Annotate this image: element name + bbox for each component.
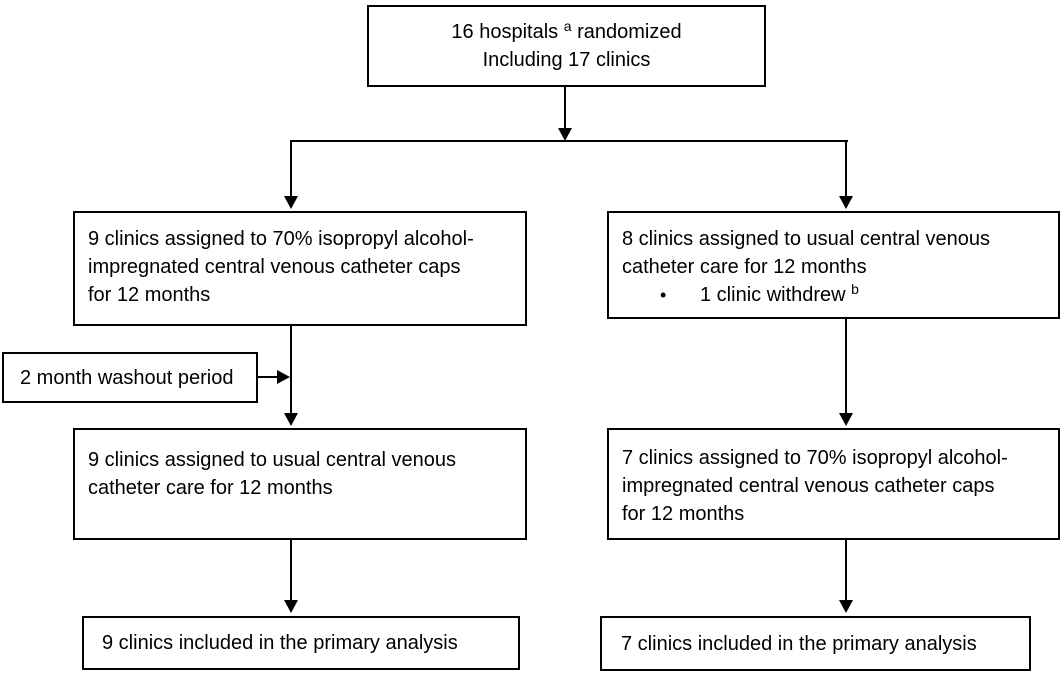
footnote-a-marker: a	[563, 18, 572, 34]
box-washout-period: 2 month washout period	[2, 352, 258, 403]
connector-washout-line	[258, 376, 278, 378]
arrow-down-icon	[558, 128, 572, 141]
box-text-line: 8 clinics assigned to usual central veno…	[622, 228, 990, 250]
randomized-line-1: 16 hospitals a randomized	[451, 18, 682, 43]
box-text-line: 7 clinics assigned to 70% isopropyl alco…	[622, 447, 1008, 469]
connector-right-crossover-line	[845, 319, 847, 413]
box-primary-analysis-left: 9 clinics included in the primary analys…	[82, 616, 520, 670]
box-assigned-alcohol-first: 9 clinics assigned to 70% isopropyl alco…	[73, 211, 527, 326]
arrow-down-icon	[284, 600, 298, 613]
footnote-b-marker: b	[851, 281, 859, 297]
arrow-down-icon	[284, 413, 298, 426]
box-text-line: impregnated central venous catheter caps	[622, 475, 995, 497]
primary-analysis-right-label: 7 clinics included in the primary analys…	[621, 632, 977, 655]
box-text-line: for 12 months	[622, 503, 745, 525]
box-text-line: catheter care for 12 months	[622, 256, 867, 278]
connector-right-analysis-line	[845, 540, 847, 601]
box-text-line: for 12 months	[88, 284, 211, 306]
withdrew-bullet-line: • 1 clinic withdrew b	[622, 281, 1048, 309]
box-text-line: catheter care for 12 months	[88, 477, 333, 499]
primary-analysis-left-label: 9 clinics included in the primary analys…	[102, 632, 458, 654]
box-text-line: 9 clinics assigned to 70% isopropyl alco…	[88, 228, 474, 250]
connector-left-analysis-line	[290, 540, 292, 601]
connector-randomized-stem-line	[564, 87, 566, 129]
box-assigned-usual-second: 9 clinics assigned to usual central veno…	[73, 428, 527, 540]
box-text-line: 9 clinics assigned to usual central veno…	[88, 449, 456, 471]
box-assigned-usual-first: 8 clinics assigned to usual central veno…	[607, 211, 1060, 319]
connector-right-branch-line	[845, 140, 847, 196]
randomized-line-2: Including 17 clinics	[482, 49, 651, 71]
washout-label: 2 month washout period	[20, 366, 234, 389]
connector-left-branch-line	[290, 140, 292, 196]
box-hospitals-randomized: 16 hospitals a randomized Including 17 c…	[367, 5, 766, 87]
arrow-down-icon	[839, 413, 853, 426]
arrow-down-icon	[839, 600, 853, 613]
box-assigned-alcohol-second: 7 clinics assigned to 70% isopropyl alco…	[607, 428, 1060, 540]
box-text-line: impregnated central venous catheter caps	[88, 256, 461, 278]
bullet-icon: •	[660, 285, 667, 305]
arrow-right-icon	[277, 370, 290, 384]
arrow-down-icon	[284, 196, 298, 209]
box-primary-analysis-right: 7 clinics included in the primary analys…	[600, 616, 1031, 671]
connector-split-horizontal-line	[290, 140, 848, 142]
arrow-down-icon	[839, 196, 853, 209]
connector-left-crossover-line	[290, 326, 292, 413]
